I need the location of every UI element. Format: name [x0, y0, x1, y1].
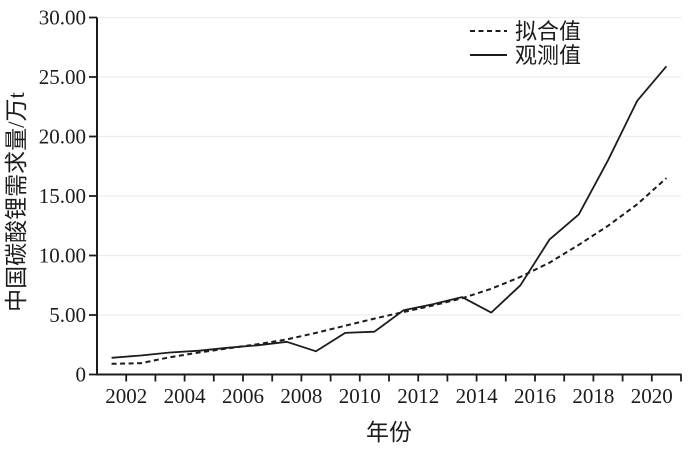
legend: 拟合值 观测值 — [470, 19, 581, 68]
legend-label-fitted: 拟合值 — [515, 19, 581, 44]
fitted-line — [111, 177, 668, 365]
gridlines — [97, 16, 681, 316]
y-tick-label: 15.00 — [39, 184, 86, 208]
y-tick-label: 20.00 — [39, 125, 86, 149]
y-axis-title: 中国碳酸锂需求量/万t — [4, 92, 29, 312]
x-tick-label: 2006 — [222, 384, 264, 408]
x-tick-label: 2012 — [397, 384, 439, 408]
x-tick-label: 2010 — [339, 384, 381, 408]
x-tick-label: 2008 — [280, 384, 322, 408]
y-tick-label: 10.00 — [39, 244, 86, 268]
y-tick-label: 5.00 — [49, 303, 86, 327]
y-tick-labels: 0 5.00 10.00 15.00 20.00 25.00 30.00 — [39, 6, 86, 387]
x-tick-label: 2018 — [572, 384, 614, 408]
x-tick-label: 2020 — [631, 384, 673, 408]
y-tick-label: 0 — [76, 363, 87, 387]
x-tick-labels: 2002 2004 2006 2008 2010 2012 2014 2016 2018 2020 — [105, 384, 673, 408]
data-series — [111, 65, 668, 365]
x-tick-label: 2002 — [105, 384, 147, 408]
x-tick-label: 2016 — [514, 384, 556, 408]
y-tick-label: 25.00 — [39, 65, 86, 89]
x-axis-title: 年份 — [366, 420, 412, 445]
y-tick-label: 30.00 — [39, 6, 86, 30]
x-tick-label: 2014 — [456, 384, 499, 408]
x-tick-label: 2004 — [164, 384, 207, 408]
tick-marks — [89, 16, 682, 382]
legend-label-observed: 观测值 — [515, 43, 581, 68]
observed-line — [111, 65, 668, 359]
